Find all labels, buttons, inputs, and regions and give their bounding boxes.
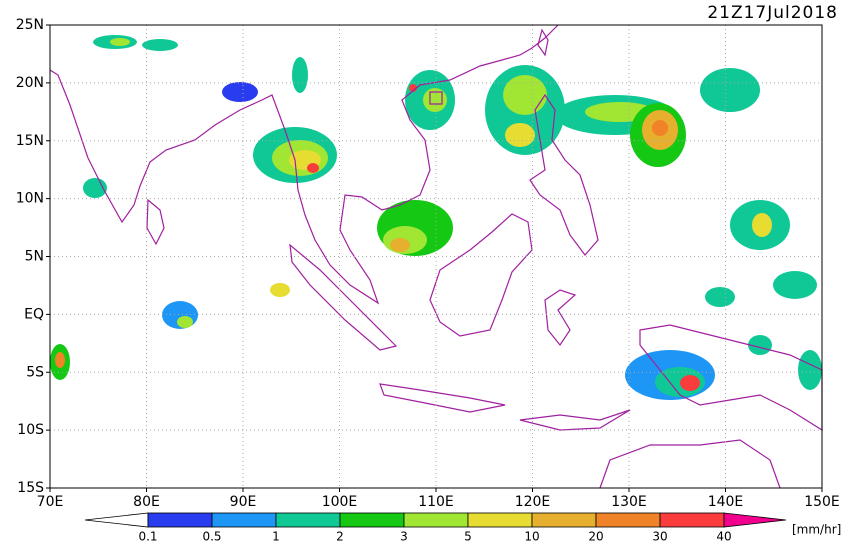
- colorbar-box: [275, 512, 341, 528]
- lon-label: 150E: [804, 494, 840, 510]
- colorbar-box: [595, 512, 661, 528]
- colorbar-box: [147, 512, 213, 528]
- colorbar: 0.1 0.5 1 2 3 5 10 20 30 40: [84, 512, 787, 544]
- colorbar-label: 5: [464, 530, 472, 544]
- lat-label: EQ: [24, 306, 44, 322]
- coastlines: [49, 24, 823, 489]
- colorbar-below: [84, 512, 149, 528]
- lat-label: 25N: [16, 17, 44, 33]
- lat-label: 10S: [17, 422, 44, 438]
- lat-label: 5N: [25, 249, 44, 265]
- lat-label: 20N: [16, 75, 44, 91]
- lon-label: 130E: [611, 494, 647, 510]
- lon-label: 100E: [322, 494, 358, 510]
- colorbar-label: 1: [272, 530, 280, 544]
- lat-label: 5S: [26, 364, 44, 380]
- lon-label: 120E: [515, 494, 551, 510]
- colorbar-box: [467, 512, 533, 528]
- colorbar-label: 30: [652, 530, 667, 544]
- colorbar-box: [339, 512, 405, 528]
- lat-label: 15N: [16, 133, 44, 149]
- colorbar-label: 20: [588, 530, 603, 544]
- lon-label: 80E: [133, 494, 160, 510]
- lon-label: 110E: [418, 494, 454, 510]
- lon-label: 140E: [708, 494, 744, 510]
- colorbar-box: [403, 512, 469, 528]
- colorbar-box: [211, 512, 277, 528]
- colorbar-label: 10: [524, 530, 539, 544]
- colorbar-label: 3: [400, 530, 408, 544]
- lat-label: 10N: [16, 191, 44, 207]
- colorbar-label: 0.5: [202, 530, 221, 544]
- colorbar-box: [659, 512, 725, 528]
- colorbar-above: [723, 512, 787, 528]
- map-frame: [49, 24, 823, 489]
- lon-label: 90E: [230, 494, 257, 510]
- colorbar-box: [531, 512, 597, 528]
- colorbar-unit: [mm/hr]: [792, 523, 841, 537]
- lon-label: 70E: [37, 494, 64, 510]
- colorbar-label: 40: [716, 530, 731, 544]
- colorbar-label: 0.1: [138, 530, 157, 544]
- colorbar-label: 2: [336, 530, 344, 544]
- timestamp: 21Z17Jul2018: [707, 3, 838, 23]
- graticule: [46, 24, 823, 492]
- lat-label: 15S: [17, 480, 44, 496]
